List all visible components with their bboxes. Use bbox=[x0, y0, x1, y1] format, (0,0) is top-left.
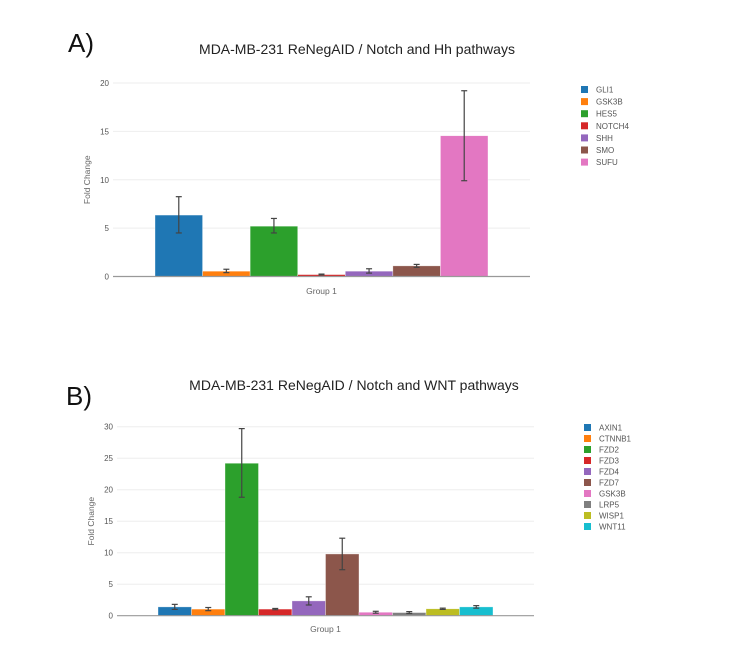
y-axis-label: Fold Change bbox=[82, 155, 92, 204]
y-tick-label: 5 bbox=[105, 224, 110, 233]
y-axis-label: Fold Change bbox=[86, 497, 96, 546]
legend-label: FZD3 bbox=[599, 457, 620, 466]
legend-label: FZD4 bbox=[599, 468, 620, 477]
legend-swatch bbox=[584, 468, 591, 475]
x-axis-label: Group 1 bbox=[310, 624, 341, 634]
legend-swatch bbox=[584, 512, 591, 519]
legend-swatch bbox=[584, 435, 591, 442]
y-tick-label: 15 bbox=[100, 127, 109, 136]
legend-label: AXIN1 bbox=[599, 424, 623, 433]
legend-swatch bbox=[584, 523, 591, 530]
legend-label: SMO bbox=[596, 146, 614, 155]
legend-label: SHH bbox=[596, 134, 613, 143]
chart-panel-b: B) MDA-MB-231 ReNegAID / Notch and WNT pa… bbox=[66, 377, 632, 634]
y-tick-label: 0 bbox=[105, 273, 110, 282]
legend-swatch bbox=[581, 98, 588, 106]
bar-fzd2 bbox=[224, 462, 259, 616]
y-tick-label: 0 bbox=[109, 612, 114, 621]
legend-swatch bbox=[581, 110, 588, 118]
legend-label: HES5 bbox=[596, 110, 617, 119]
chart-title: MDA-MB-231 ReNegAID / Notch and Hh pathw… bbox=[199, 41, 515, 57]
y-tick-label: 20 bbox=[104, 486, 113, 495]
y-tick-label: 5 bbox=[109, 580, 114, 589]
legend-label: WNT11 bbox=[599, 523, 626, 532]
legend-label: GLI1 bbox=[596, 86, 614, 95]
legend-swatch bbox=[584, 457, 591, 464]
legend-label: CTNNB1 bbox=[599, 435, 632, 444]
legend-label: FZD2 bbox=[599, 446, 620, 455]
legend-swatch bbox=[584, 424, 591, 431]
legend-swatch bbox=[584, 490, 591, 497]
legend-swatch bbox=[581, 122, 588, 130]
legend-label: WISP1 bbox=[599, 512, 624, 521]
y-tick-label: 15 bbox=[104, 517, 113, 526]
legend-swatch bbox=[581, 134, 588, 142]
legend-swatch bbox=[584, 479, 591, 486]
legend-swatch bbox=[584, 501, 591, 508]
y-tick-label: 10 bbox=[104, 549, 113, 558]
legend-label: GSK3B bbox=[599, 490, 626, 499]
y-tick-label: 30 bbox=[104, 423, 113, 432]
legend-label: NOTCH4 bbox=[596, 122, 629, 131]
legend-swatch bbox=[581, 158, 588, 166]
legend-label: LRP5 bbox=[599, 501, 620, 510]
y-tick-label: 25 bbox=[104, 454, 113, 463]
legend-label: GSK3B bbox=[596, 98, 623, 107]
panel-label: A) bbox=[68, 28, 94, 58]
legend-swatch bbox=[581, 146, 588, 154]
y-tick-label: 20 bbox=[100, 79, 109, 88]
panel-label: B) bbox=[66, 381, 92, 411]
y-tick-label: 10 bbox=[100, 176, 109, 185]
legend-label: SUFU bbox=[596, 158, 618, 167]
bar-hes5 bbox=[249, 225, 299, 277]
chart-panel-a: A) MDA-MB-231 ReNegAID / Notch and Hh pat… bbox=[68, 28, 629, 296]
chart-title: MDA-MB-231 ReNegAID / Notch and WNT path… bbox=[189, 377, 519, 393]
x-axis-label: Group 1 bbox=[306, 286, 337, 296]
legend-swatch bbox=[581, 86, 588, 93]
legend-label: FZD7 bbox=[599, 479, 620, 488]
legend-swatch bbox=[584, 446, 591, 453]
